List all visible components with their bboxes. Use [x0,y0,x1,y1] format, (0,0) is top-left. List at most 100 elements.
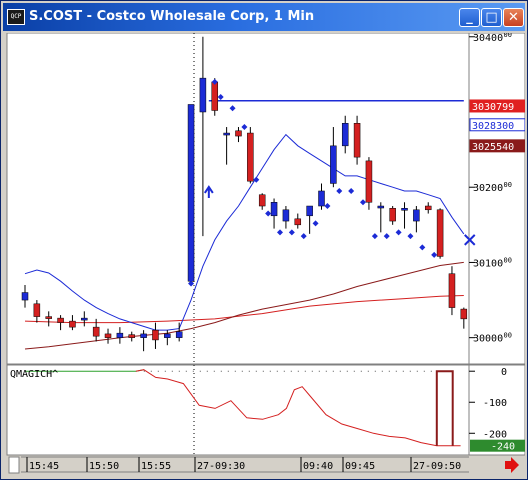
time-tick-label: 15:50 [89,461,119,472]
candle-down[interactable] [33,303,41,317]
candle-up[interactable] [330,145,337,184]
candle-up[interactable] [413,209,420,222]
candle-down[interactable] [211,81,219,111]
candle-down[interactable] [365,160,373,203]
signal-dot [407,233,414,240]
scroll-handle[interactable] [8,456,20,474]
indicator-tick-label: -200 [483,429,507,440]
candle-down[interactable] [92,326,100,337]
candle-down[interactable] [258,194,266,207]
candle-up[interactable] [282,209,290,222]
price-marker-label: 3025540 [472,142,514,153]
moving-average-slow [24,295,464,324]
candle-down[interactable] [424,205,432,211]
signal-dot [276,229,283,236]
candle-down[interactable] [294,218,302,226]
signal-dot [253,176,260,183]
candle-up[interactable] [199,77,207,113]
candle-up[interactable] [187,104,195,282]
close-icon: ✕ [508,10,519,25]
candle-up[interactable] [164,333,171,338]
candle-down[interactable] [247,132,254,182]
candle-up[interactable] [401,208,408,211]
scroll-right-arrow-icon[interactable] [505,457,519,473]
signal-dot [419,244,426,251]
price-scale[interactable] [468,33,525,365]
indicator-spike [435,370,454,446]
maximize-icon: □ [485,10,498,25]
time-tick-label: 09:40 [303,461,333,472]
signal-dot [336,187,343,194]
candle-up[interactable] [306,205,313,217]
indicator-current-box [470,439,525,452]
signal-dot [431,251,438,258]
candle-down[interactable] [104,333,112,338]
moving-average-mid [24,261,464,350]
time-tick-label: 15:45 [29,461,59,472]
candle-down[interactable] [128,334,135,338]
candle-down[interactable] [389,208,396,222]
candle-up[interactable] [377,205,385,209]
time-axis[interactable] [7,456,525,476]
price-tick-label: 30100 [473,258,503,269]
signal-dot [241,124,248,131]
signal-dot [265,210,272,217]
candle-up[interactable] [81,317,88,321]
price-tick-suffix: 00 [504,256,512,264]
candle-down[interactable] [460,308,468,320]
moving-average-fast [24,133,465,331]
title-bar[interactable]: QCP S.COST - Costco Wholesale Corp, 1 Mi… [3,3,525,31]
candle-up[interactable] [175,331,183,338]
time-tick-label: 27-09:50 [413,461,461,472]
price-tick-suffix: 00 [504,332,512,340]
candle-up[interactable] [270,202,278,217]
candle-down[interactable] [57,317,64,323]
signal-dot [300,233,307,240]
candle-up[interactable] [341,123,349,147]
x-marker-icon [464,234,476,246]
signal-dot [360,199,367,206]
price-marker [469,118,525,132]
candle-down[interactable] [235,130,242,137]
candle-down[interactable] [436,209,444,257]
candle-down[interactable] [152,329,159,341]
arrow-up-icon [203,185,214,198]
candle-up[interactable] [223,132,230,136]
minimize-button[interactable]: _ [459,8,480,27]
candle-up[interactable] [140,333,147,338]
indicator-tick-label: -100 [483,398,507,409]
price-tick-label: 30200 [473,183,503,194]
candle-down[interactable] [353,123,361,158]
time-tick-label: 27-09:30 [197,461,245,472]
close-button[interactable]: ✕ [503,8,524,27]
maximize-button[interactable]: □ [481,8,502,27]
price-marker [469,99,525,113]
signal-dot [211,78,218,85]
indicator-pane[interactable] [6,364,470,456]
candle-down[interactable] [69,320,76,328]
candle-down[interactable] [448,273,456,308]
indicator-tick-label: 0 [501,367,507,378]
price-tick-label: 30000 [473,334,503,345]
candle-up[interactable] [21,292,29,301]
price-tick-suffix: 00 [504,181,512,189]
price-pane[interactable] [6,33,470,365]
signal-dot [217,93,224,100]
candle-up[interactable] [318,190,325,207]
price-tick-label: 30400 [473,33,503,44]
signal-dot [395,229,402,236]
app-icon[interactable]: QCP [7,9,25,25]
candle-up[interactable] [116,332,124,338]
signal-dot [383,233,390,240]
signal-dot [288,229,295,236]
candle-down[interactable] [45,316,52,319]
signal-dot [312,220,319,227]
window-title: S.COST - Costco Wholesale Corp, 1 Min [29,9,315,24]
price-marker [469,139,525,153]
price-tick-suffix: 00 [504,33,512,39]
indicator-line [135,369,461,447]
signal-dot [371,233,378,240]
price-marker-label: 3030799 [472,102,514,113]
